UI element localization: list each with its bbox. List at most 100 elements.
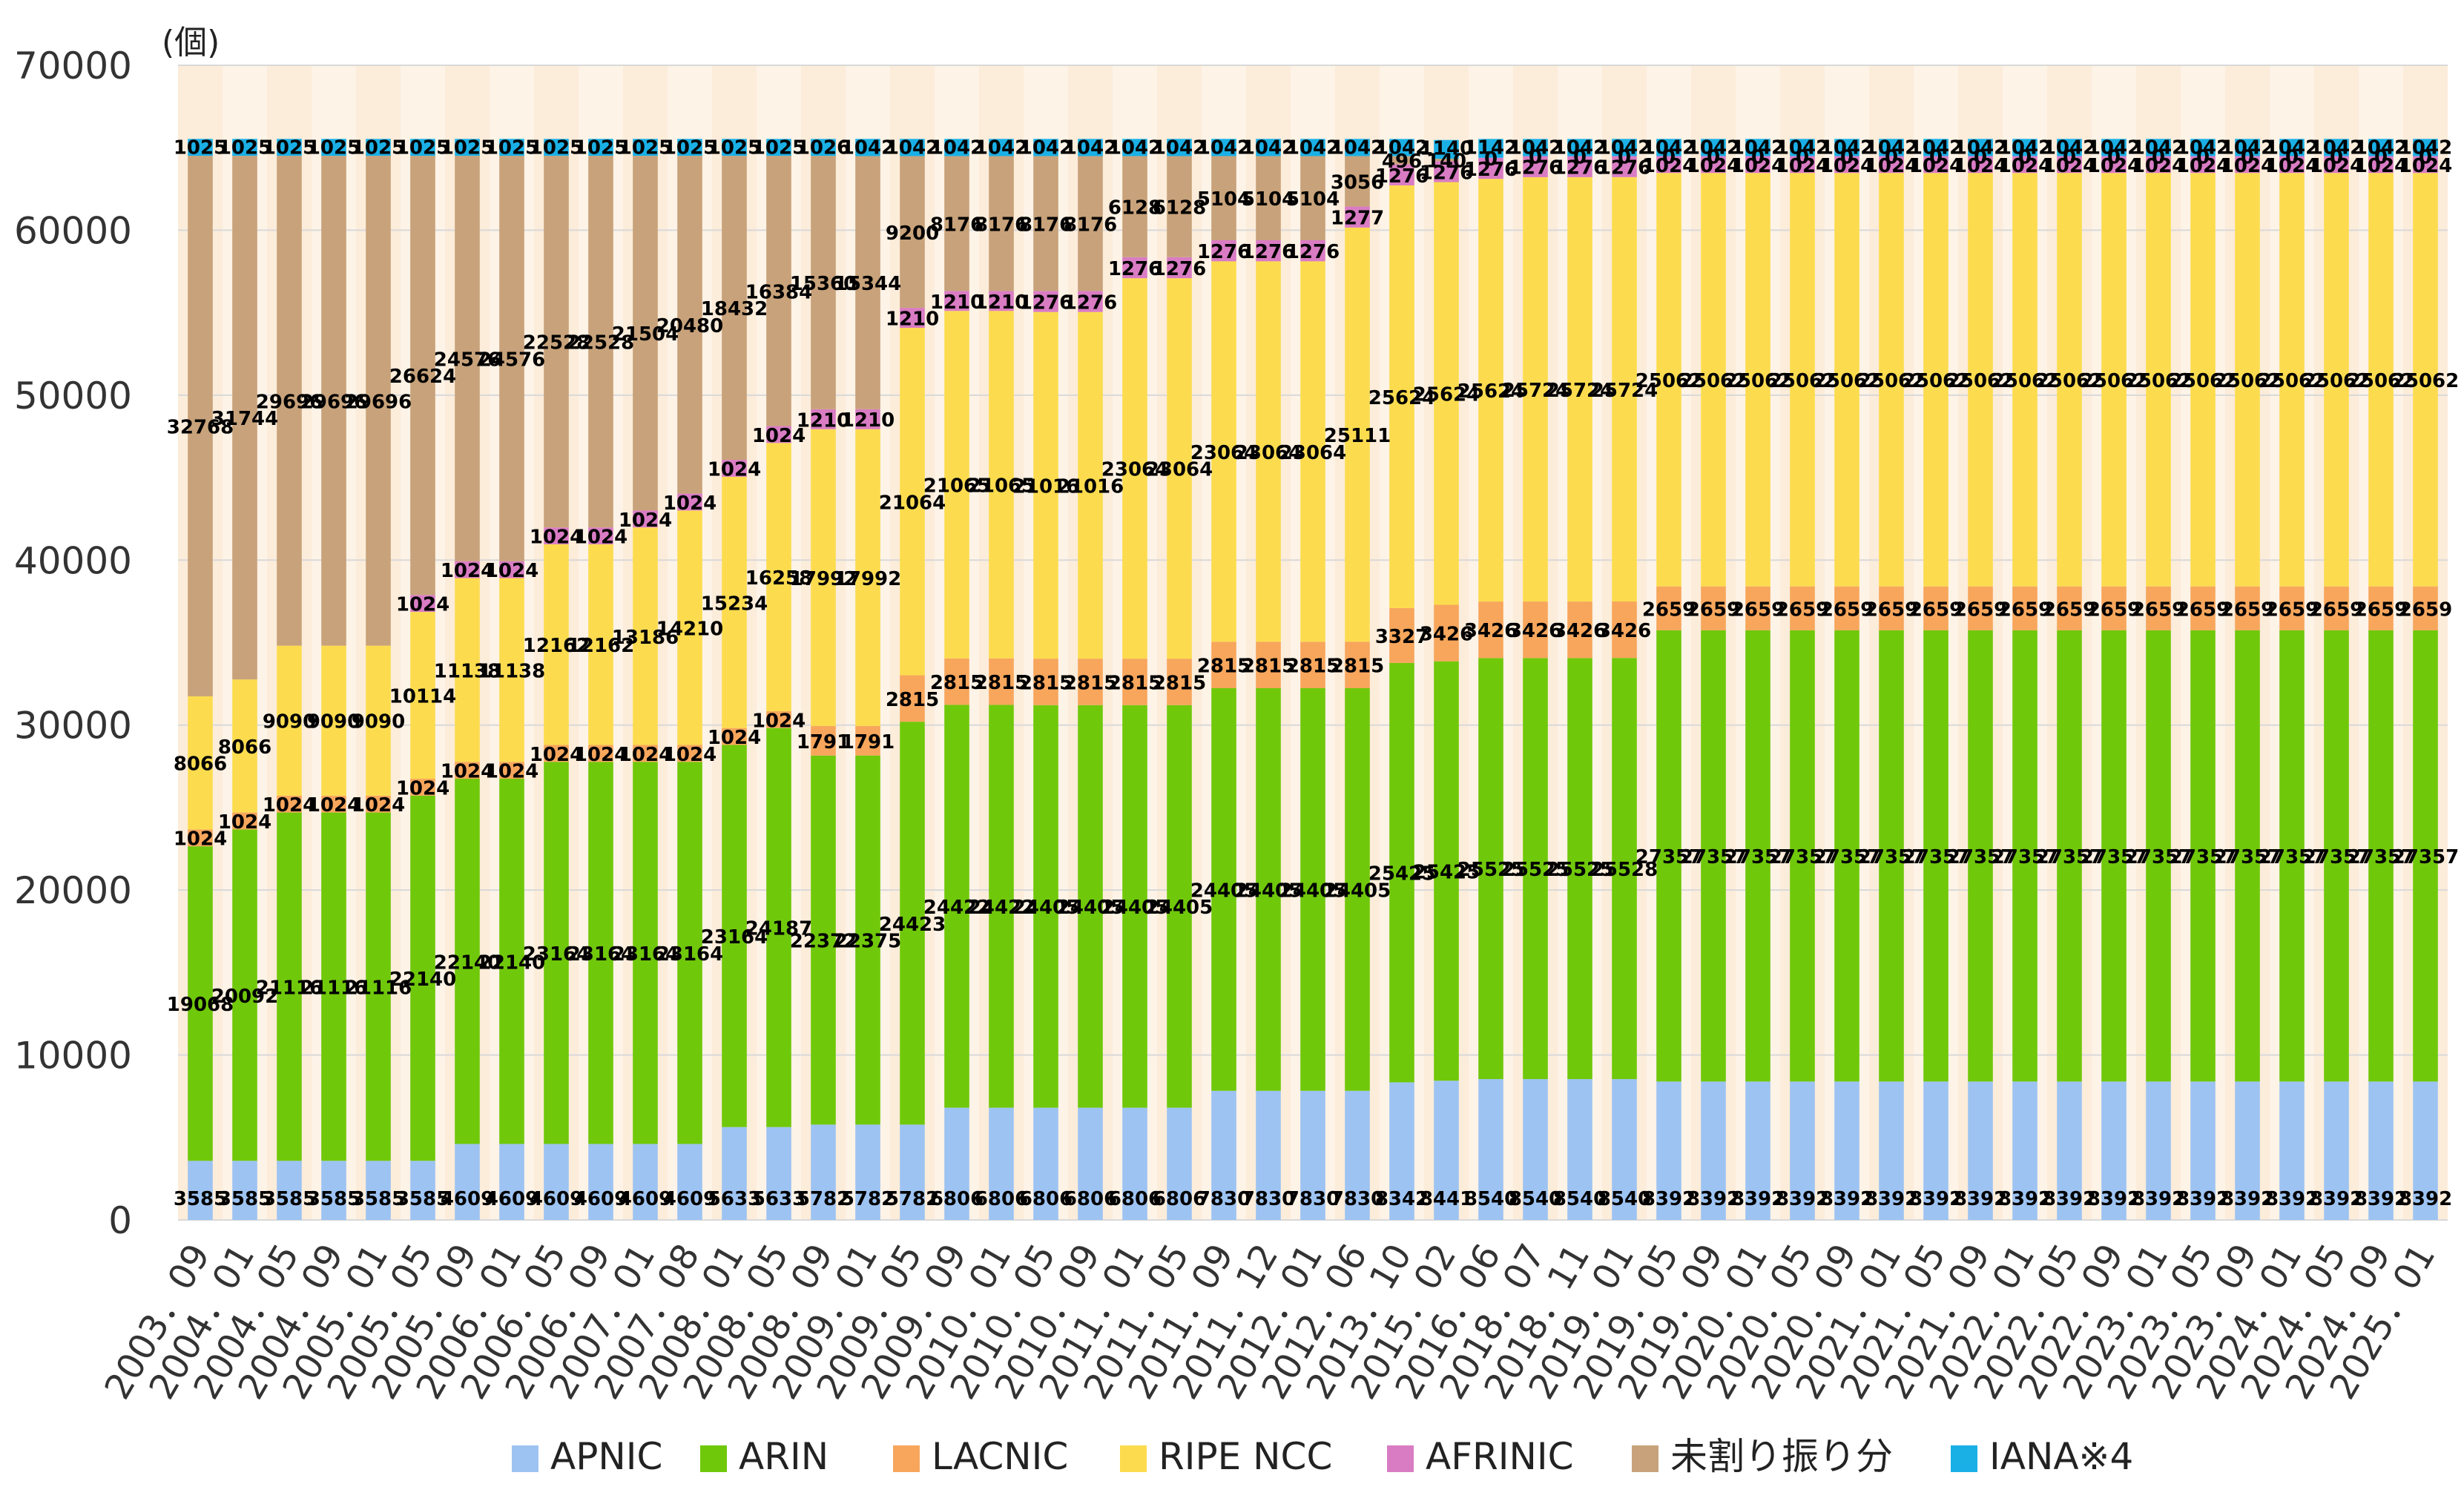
bar-segment (1300, 688, 1325, 1091)
data-label: 27357 (2081, 846, 2147, 868)
data-label: 8392 (1865, 1188, 1918, 1210)
bar-segment (2368, 156, 2394, 174)
bar-segment (633, 156, 658, 511)
bar-segment (633, 1144, 658, 1220)
bar-segment (989, 311, 1014, 659)
data-label: 1042 (886, 136, 939, 159)
bar-segment (1790, 156, 1815, 174)
bar-segment (1078, 311, 1103, 659)
bar-segment (677, 510, 702, 745)
bar-segment (2146, 586, 2171, 630)
bar-segment (1968, 586, 1993, 630)
data-label: 1042 (1642, 136, 1696, 159)
bar-segment (588, 527, 613, 544)
bar-segment (2368, 586, 2394, 630)
bar-segment (1122, 1107, 1147, 1220)
bar-segment (188, 696, 213, 830)
data-label: 1024 (218, 811, 271, 834)
data-label: 1024 (1642, 155, 1696, 177)
bar-segment (900, 308, 925, 329)
bar-segment (1256, 240, 1281, 262)
data-label: 8392 (1642, 1188, 1696, 1210)
bar-segment (1211, 240, 1236, 262)
legend-swatch (1120, 1445, 1147, 1472)
bar-segment (1122, 139, 1147, 156)
bar-segment (722, 745, 747, 1127)
data-label: 29696 (300, 391, 367, 413)
bar-segment (1345, 139, 1370, 156)
bar-segment (677, 745, 702, 762)
data-label: 1042 (2399, 136, 2452, 159)
bar-segment (277, 812, 302, 1161)
bar-segment (811, 725, 836, 756)
bar-segment (455, 762, 480, 779)
bar-segment (2146, 139, 2171, 156)
data-label: 22375 (834, 931, 901, 953)
data-label: 24405 (1101, 897, 1168, 919)
data-label: 27357 (2392, 846, 2459, 868)
data-label: 24405 (1190, 880, 1257, 902)
bar-segment (989, 1107, 1014, 1220)
bar-segment (1167, 257, 1192, 279)
bar-segment (455, 139, 480, 156)
data-label: 25062 (2036, 370, 2103, 392)
data-label: 5633 (752, 1188, 806, 1210)
bar-segment (1612, 658, 1637, 1080)
data-label: 25425 (1413, 861, 1480, 883)
data-label: 0 (2063, 146, 2076, 168)
data-label: 2659 (1865, 598, 1918, 621)
bar-segment (232, 1161, 257, 1220)
data-label: 27357 (1635, 846, 1702, 868)
legend-swatch (1951, 1445, 1977, 1472)
data-label: 1276 (1420, 162, 1473, 184)
data-label: 24576 (478, 349, 545, 371)
data-label: 0 (2196, 146, 2210, 168)
data-label: 8066 (174, 753, 227, 776)
data-label: 21116 (345, 977, 412, 999)
data-label: 8342 (1375, 1188, 1429, 1210)
bar-segment (1033, 311, 1058, 659)
data-label: 1276 (1242, 241, 1295, 263)
bar-segment (811, 139, 836, 156)
data-label: 1042 (930, 136, 984, 159)
bar-segment (2235, 173, 2260, 587)
data-label: 27357 (1858, 846, 1925, 868)
data-label: 4609 (441, 1188, 494, 1210)
bar-segment (1256, 261, 1281, 642)
bar-segment (588, 139, 613, 156)
bar-segment (855, 429, 880, 726)
bar-segment (321, 139, 346, 156)
data-label: 2659 (2132, 598, 2185, 621)
data-label: 8392 (2043, 1188, 2096, 1210)
bar-segment (633, 510, 658, 528)
data-label: 2659 (1687, 598, 1740, 621)
data-label: 1024 (708, 727, 761, 749)
data-label: 1025 (441, 136, 494, 159)
bar-segment (1879, 586, 1904, 630)
bar-segment (1256, 1090, 1281, 1220)
bar-segment (1879, 156, 1904, 174)
data-label: 16384 (745, 281, 812, 303)
bar-segment (855, 156, 880, 409)
bar-segment (1167, 139, 1192, 156)
bar-segment (900, 328, 925, 676)
data-label: 1024 (485, 761, 538, 783)
bar-segment (1389, 185, 1414, 608)
y-axis: 0 10000 20000 30000 40000 50000 60000 70000 (14, 44, 132, 1242)
bar-segment (1122, 156, 1147, 257)
bar-segment (1968, 139, 1993, 156)
bar-segment (2413, 156, 2438, 174)
bar-segment (410, 1161, 435, 1220)
legend-swatch (1387, 1445, 1414, 1472)
bar-segment (1167, 1107, 1192, 1220)
bar-segment (1745, 586, 1770, 630)
bar-segment (2368, 630, 2394, 1082)
bar-segment (900, 722, 925, 1125)
bar-segment (766, 710, 791, 728)
bar-segment (2012, 173, 2038, 587)
data-label: 1042 (1019, 136, 1073, 159)
data-label: 1024 (441, 761, 494, 783)
bar-segment (1790, 173, 1815, 587)
bar-segment (1834, 630, 1859, 1082)
data-label: 8392 (1954, 1188, 2007, 1210)
